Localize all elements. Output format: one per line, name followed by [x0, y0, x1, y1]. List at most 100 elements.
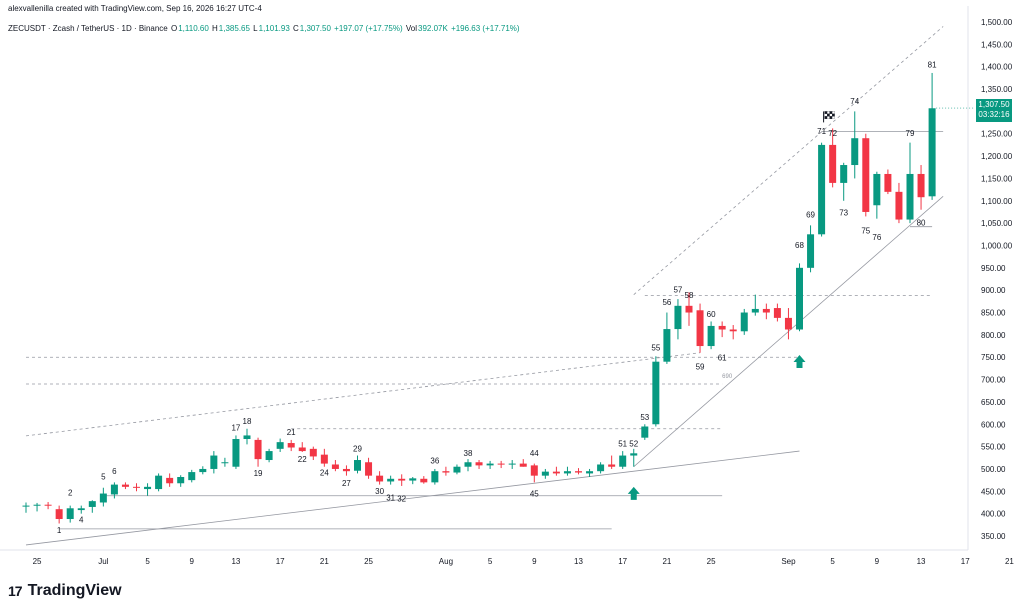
y-tick-label: 900.00	[981, 286, 1006, 295]
x-tick-label: 21	[1005, 557, 1014, 566]
candle-body	[541, 471, 549, 476]
candle-body	[177, 477, 185, 484]
candle-body	[619, 455, 627, 467]
x-tick-label: 25	[364, 557, 373, 566]
candle-body	[851, 138, 859, 166]
candle-body	[818, 144, 826, 235]
candle-body	[630, 453, 638, 456]
x-tick-label: 13	[231, 557, 240, 566]
candle-body	[608, 464, 616, 467]
candle-body	[376, 475, 384, 482]
candle-body	[497, 463, 505, 465]
candle-count-label: 36	[430, 456, 439, 465]
candle-count-label: 57	[673, 286, 682, 295]
candle-body	[287, 443, 295, 448]
candle-body	[409, 478, 417, 481]
candle-body	[55, 509, 63, 520]
candle-body	[740, 312, 748, 332]
x-tick-label: 25	[707, 557, 716, 566]
volume-value: 392.07K	[418, 24, 448, 33]
last-price-badge: 1,307.50 03:32:16	[976, 99, 1012, 122]
x-tick-label: Sep	[781, 557, 796, 566]
candle-body	[508, 463, 516, 465]
x-tick-label: 17	[618, 557, 627, 566]
close-label: C	[293, 24, 299, 33]
candle-body	[862, 138, 870, 212]
candle-count-label: 55	[651, 344, 660, 353]
candle-count-label: 72	[828, 129, 837, 138]
y-tick-label: 1,450.00	[981, 40, 1013, 49]
y-tick-label: 450.00	[981, 487, 1006, 496]
candle-body	[354, 460, 361, 471]
candle-body	[674, 305, 682, 330]
level-label: 690	[722, 374, 733, 380]
y-tick-label: 700.00	[981, 376, 1006, 385]
candle-body	[431, 471, 439, 483]
candle-count-label: 30	[375, 487, 384, 496]
candle-count-label: 81	[928, 60, 937, 69]
high-label: H	[212, 24, 218, 33]
candle-count-label: 29	[353, 444, 362, 453]
y-tick-label: 1,250.00	[981, 130, 1013, 139]
change-value: +197.07 (+17.75%)	[334, 24, 403, 33]
candle-count-label: 61	[718, 354, 727, 363]
y-tick-label: 400.00	[981, 510, 1006, 519]
tradingview-logo[interactable]: 17 TradingView	[8, 582, 122, 600]
candle-body	[133, 486, 140, 488]
y-tick-label: 800.00	[981, 331, 1006, 340]
candle-body	[486, 463, 494, 466]
candle-body	[199, 468, 207, 473]
candle-count-label: 53	[640, 413, 649, 422]
candle-count-label: 19	[254, 469, 263, 478]
y-tick-label: 750.00	[981, 353, 1006, 362]
candle-body	[387, 478, 395, 482]
candle-body	[840, 165, 848, 183]
candle-body	[530, 465, 538, 476]
buy-arrow-icon	[627, 486, 640, 500]
candle-body	[254, 439, 262, 460]
candle-count-label: 2	[68, 489, 73, 498]
candle-body	[597, 464, 605, 472]
candle-body	[442, 471, 450, 473]
candle-body	[453, 466, 461, 473]
y-tick-label: 1,050.00	[981, 219, 1013, 228]
candle-count-label: 74	[850, 97, 859, 106]
candle-body	[276, 442, 284, 449]
candle-body	[586, 471, 594, 474]
candle-body	[33, 504, 41, 506]
flag-cell	[829, 113, 833, 117]
flag-cell	[824, 111, 828, 114]
x-tick-label: 17	[276, 557, 285, 566]
candle-body	[696, 310, 704, 347]
x-tick-label: Jul	[98, 557, 108, 566]
y-tick-label: 950.00	[981, 264, 1006, 273]
candle-count-label: 32	[397, 495, 406, 504]
candle-body	[232, 439, 240, 467]
candle-count-label: 45	[530, 490, 539, 499]
candle-body	[398, 478, 406, 481]
y-tick-label: 850.00	[981, 309, 1006, 318]
symbol-name[interactable]: ZECUSDT · Zcash / TetherUS · 1D · Binanc…	[8, 24, 168, 33]
low-value: 1,101.93	[258, 24, 290, 33]
candle-body	[77, 508, 85, 511]
x-tick-label: 21	[662, 557, 671, 566]
candle-body	[188, 472, 196, 481]
open-value: 1,110.60	[178, 24, 209, 33]
candle-body	[365, 462, 373, 476]
candle-body	[884, 173, 892, 192]
candle-body	[575, 471, 582, 473]
candle-count-label: 60	[707, 310, 716, 319]
candle-body	[320, 454, 328, 464]
flag-cell	[829, 111, 833, 114]
flag-cell	[826, 113, 830, 117]
x-tick-label: 13	[917, 557, 926, 566]
x-tick-label: Aug	[439, 557, 453, 566]
volume-change: +196.63 (+17.71%)	[451, 24, 520, 33]
y-tick-label: 650.00	[981, 398, 1006, 407]
y-tick-label: 550.00	[981, 443, 1006, 452]
tradingview-brand: TradingView	[27, 582, 122, 599]
candle-body	[751, 308, 759, 313]
candle-count-label: 6	[112, 467, 117, 476]
candle-body	[342, 468, 350, 472]
